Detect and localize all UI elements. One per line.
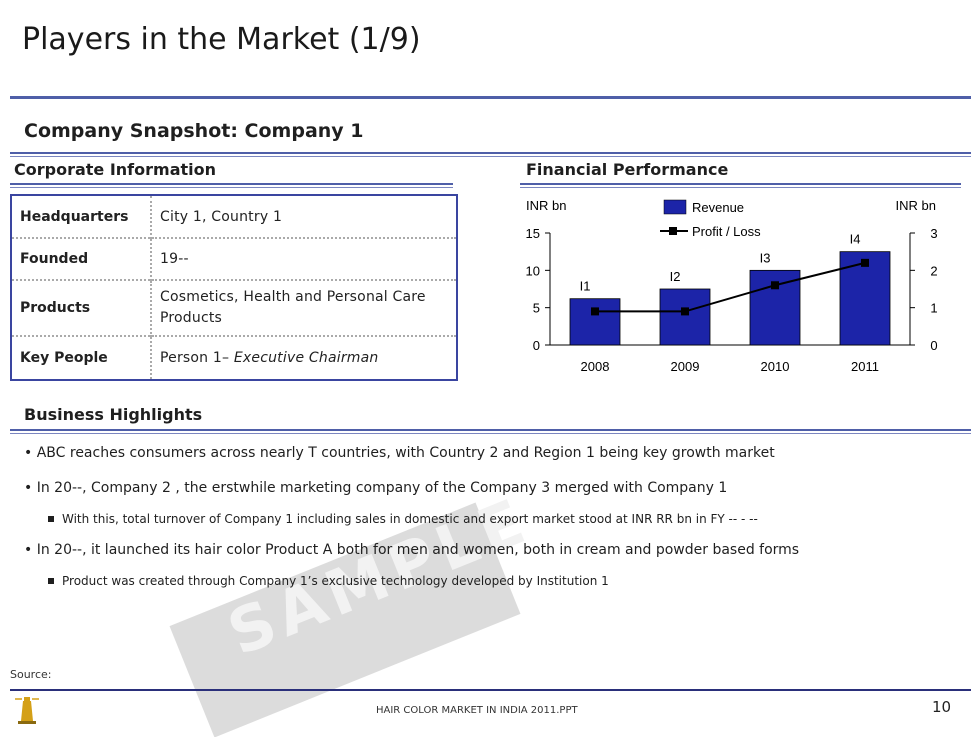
lighthouse-logo-icon <box>15 697 39 724</box>
title-divider <box>10 96 971 99</box>
table-row: Products Cosmetics, Health and Personal … <box>11 280 457 336</box>
row-value: Cosmetics, Health and Personal Care Prod… <box>160 289 426 326</box>
bar-data-label: I2 <box>670 269 681 284</box>
key-people-role: Executive Chairman <box>233 350 379 366</box>
x-tick-label: 2011 <box>851 359 879 374</box>
y-right-tick-label: 1 <box>930 301 937 316</box>
y-right-label: INR bn <box>896 198 936 213</box>
business-heading: Business Highlights <box>24 405 203 424</box>
table-row: Headquarters City 1, Country 1 <box>11 195 457 238</box>
legend-bar-swatch <box>663 199 687 215</box>
bullet-1: • ABC reaches consumers across nearly T … <box>24 445 775 461</box>
row-value: Person 1– Executive Chairman <box>151 336 457 380</box>
revenue-bar <box>569 298 621 346</box>
bullet-3: • In 20--, it launched its hair color Pr… <box>24 542 800 558</box>
page-title: Players in the Market (1/9) <box>22 22 421 57</box>
corporate-table: Headquarters City 1, Country 1 Founded 1… <box>10 194 458 381</box>
snapshot-divider-thin <box>10 156 971 157</box>
y-right-tick-label: 0 <box>930 338 937 353</box>
x-tick-label: 2009 <box>671 359 700 374</box>
profit-point <box>591 307 599 316</box>
row-key: Founded <box>11 238 152 280</box>
business-underline-thin <box>10 433 971 434</box>
corporate-underline <box>10 183 453 185</box>
row-key: Products <box>11 280 152 336</box>
source-label: Source: <box>10 668 52 681</box>
profit-line <box>595 261 866 313</box>
profit-point <box>681 307 689 316</box>
x-tick-label: 2008 <box>581 359 610 374</box>
financial-chart: 0 5 10 15 0 1 2 3 INR bn INR bn Revenue Profit … <box>526 198 938 374</box>
page-number: 10 <box>932 698 952 716</box>
square-bullet-icon <box>48 516 54 522</box>
y-left-label: INR bn <box>526 198 566 213</box>
corporate-heading: Corporate Information <box>14 160 216 179</box>
bar-data-label: I4 <box>850 232 861 247</box>
sub-bullet-text: Product was created through Company 1’s … <box>62 574 609 588</box>
legend-line-marker <box>669 227 677 235</box>
profit-point <box>861 258 869 267</box>
business-underline <box>10 429 971 431</box>
y-left-tick-label: 5 <box>533 301 540 316</box>
row-key: Key People <box>11 336 152 380</box>
key-people-name: Person 1– <box>160 350 234 366</box>
y-left-tick-label: 15 <box>526 226 540 241</box>
square-bullet-icon <box>48 578 54 584</box>
financial-heading: Financial Performance <box>526 160 729 179</box>
legend-revenue: Revenue <box>692 200 744 215</box>
financial-underline <box>520 183 961 185</box>
y-left-tick-label: 0 <box>533 338 540 353</box>
bar-data-label: I1 <box>580 279 591 294</box>
footer-filename: HAIR COLOR MARKET IN INDIA 2011.PPT <box>376 705 578 716</box>
row-value: 19-- <box>160 251 189 267</box>
sub-bullet-1: With this, total turnover of Company 1 i… <box>48 512 758 526</box>
bar-data-label: I3 <box>760 250 771 265</box>
corporate-underline-thin <box>10 187 453 188</box>
bullet-2: • In 20--, Company 2 , the erstwhile mar… <box>24 480 728 496</box>
y-right-tick-label: 3 <box>930 226 937 241</box>
sub-bullet-2: Product was created through Company 1’s … <box>48 574 609 588</box>
table-row: Key People Person 1– Executive Chairman <box>11 336 457 380</box>
table-row: Founded 19-- <box>11 238 457 280</box>
x-tick-label: 2010 <box>761 359 790 374</box>
sub-bullet-text: With this, total turnover of Company 1 i… <box>62 512 758 526</box>
snapshot-divider <box>10 152 971 154</box>
y-left-tick-label: 10 <box>526 263 540 278</box>
row-key: Headquarters <box>11 195 152 238</box>
y-right-tick-label: 2 <box>930 263 937 278</box>
snapshot-heading: Company Snapshot: Company 1 <box>24 120 364 142</box>
footer-divider <box>10 689 971 691</box>
financial-underline-thin <box>520 187 961 188</box>
revenue-bar <box>659 288 711 346</box>
row-value: City 1, Country 1 <box>160 208 283 225</box>
profit-point <box>771 281 779 290</box>
legend-profit: Profit / Loss <box>692 224 761 239</box>
